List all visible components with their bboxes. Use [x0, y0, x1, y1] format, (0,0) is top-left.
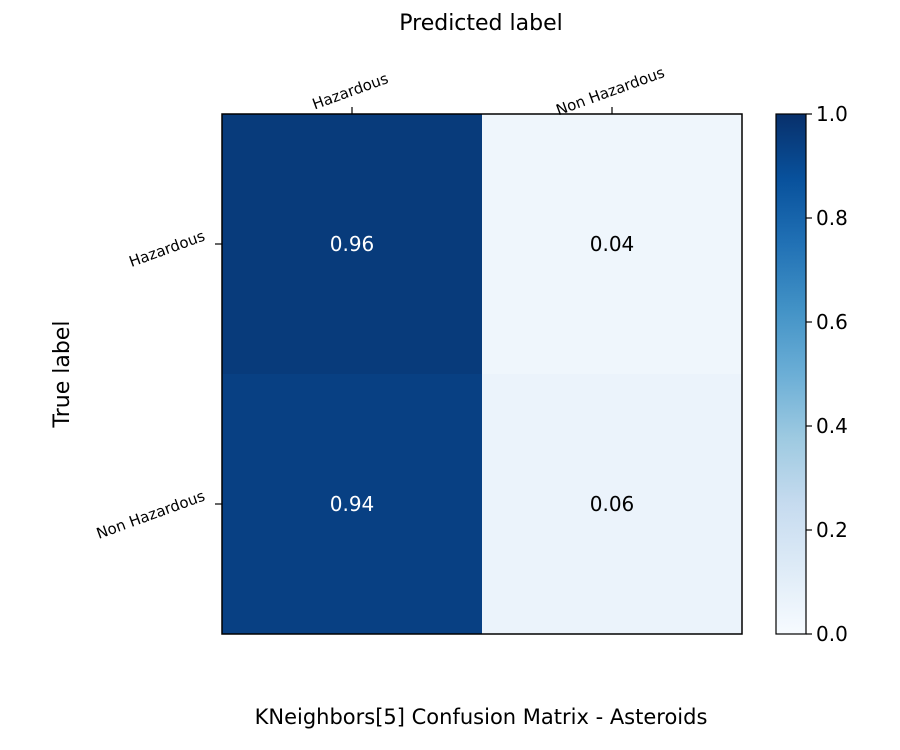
cell-value-label: 0.96 [330, 232, 375, 256]
y-axis-ticks: Hazardous Non Hazardous [94, 227, 222, 543]
colorbar-tick-label: 0.6 [816, 310, 848, 334]
colorbar-tick-label: 1.0 [816, 102, 848, 126]
heatmap-cell [482, 374, 742, 634]
colorbar-ticks: 0.0 0.2 0.4 0.6 0.8 1.0 [806, 102, 848, 646]
heatmap-cell [482, 114, 742, 374]
cell-value-label: 0.06 [590, 492, 635, 516]
plot-frame [221, 113, 743, 635]
colorbar-tick-label: 0.0 [816, 622, 848, 646]
colorbar-tick-label: 0.8 [816, 206, 848, 230]
heatmap-cell [222, 374, 482, 634]
y-tick-label: Non Hazardous [94, 487, 208, 543]
colorbar [775, 113, 807, 635]
x-tick-label: Non Hazardous [554, 63, 668, 119]
colorbar-tick-label: 0.2 [816, 518, 848, 542]
y-tick-label: Hazardous [127, 227, 208, 271]
chart-title: KNeighbors[5] Confusion Matrix - Asteroi… [255, 705, 708, 729]
x-axis-label: Predicted label [399, 11, 562, 36]
cell-value-label: 0.04 [590, 232, 635, 256]
heatmap-cell [222, 114, 482, 374]
heatmap-cells [222, 114, 742, 634]
colorbar-tick-label: 0.4 [816, 414, 848, 438]
cell-value-label: 0.94 [330, 492, 375, 516]
x-tick-label: Hazardous [310, 69, 391, 113]
y-axis-label: True label [50, 321, 75, 429]
cell-value-labels: 0.96 0.04 0.94 0.06 [330, 232, 635, 516]
x-axis-ticks: Hazardous Non Hazardous [310, 63, 667, 119]
